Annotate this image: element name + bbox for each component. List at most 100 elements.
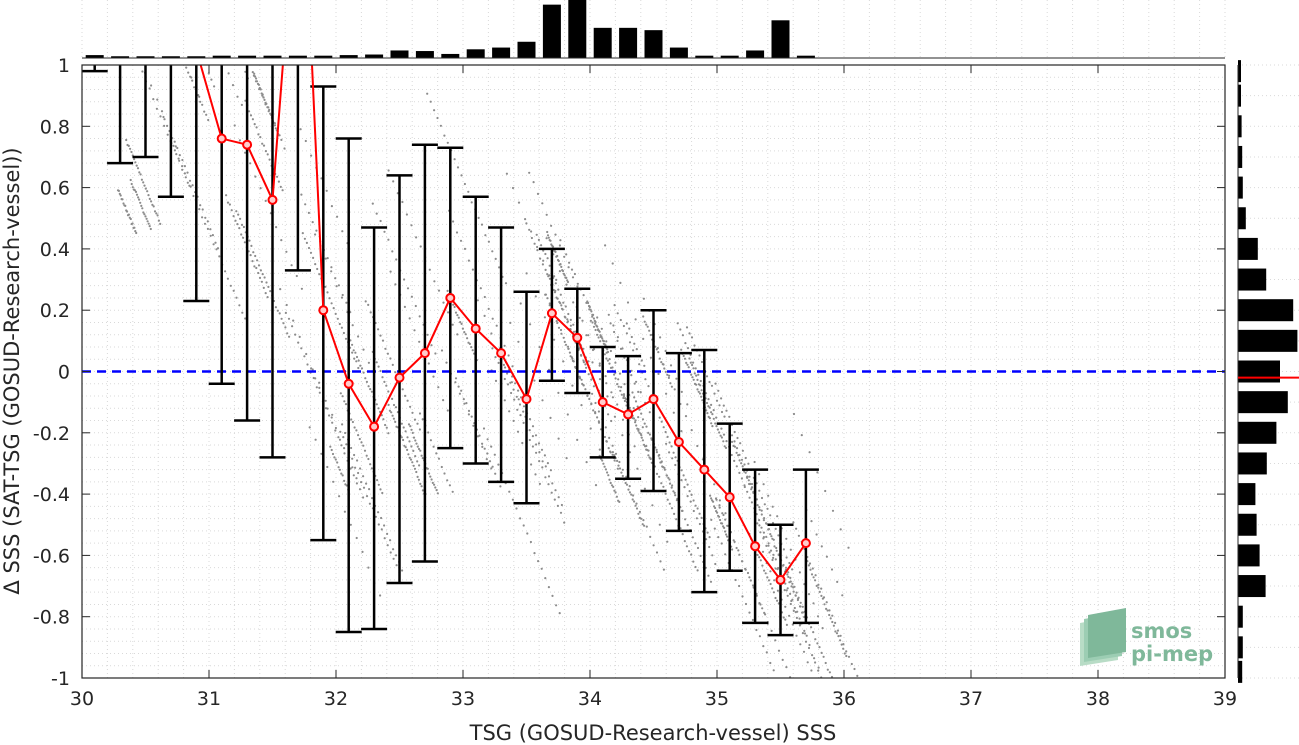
scatter-point [630, 493, 633, 496]
scatter-point [460, 389, 463, 392]
scatter-point [537, 238, 541, 241]
scatter-point [363, 449, 367, 452]
scatter-point [336, 461, 339, 464]
scatter-point [767, 544, 770, 547]
scatter-point [377, 523, 380, 526]
scatter-point [413, 329, 416, 332]
scatter-point [338, 495, 341, 498]
scatter-point [774, 567, 777, 570]
scatter-point [470, 415, 473, 418]
scatter-point [135, 164, 138, 167]
scatter-point [516, 408, 519, 411]
scatter-point [355, 536, 358, 540]
scatter-point [262, 286, 265, 289]
binned-mean-marker [673, 436, 684, 447]
scatter-point [410, 428, 413, 431]
y-tick-label: -1 [51, 668, 70, 690]
scatter-point [359, 467, 362, 470]
scatter-point [597, 336, 600, 339]
scatter-point [625, 332, 629, 335]
scatter-point [528, 438, 531, 442]
scatter-point [561, 269, 565, 273]
scatter-point [149, 227, 152, 231]
scatter-point [606, 471, 609, 474]
right-histogram-bar [1238, 329, 1298, 352]
scatter-point [119, 194, 122, 197]
scatter-point [696, 569, 699, 572]
scatter-point [143, 213, 146, 216]
scatter-point [329, 445, 332, 448]
scatter-point [141, 207, 144, 210]
scatter-point [144, 187, 147, 190]
scatter-point [640, 436, 643, 439]
scatter-point [816, 642, 819, 645]
scatter-point [756, 553, 759, 557]
scatter-point [601, 459, 604, 462]
scatter-point [226, 277, 229, 280]
scatter-point [153, 210, 157, 213]
scatter-point [205, 113, 208, 116]
scatter-point [698, 522, 702, 526]
scatter-point [529, 323, 532, 326]
scatter-point [430, 344, 433, 347]
right-histogram-bar [1238, 636, 1243, 659]
scatter-point [419, 482, 422, 485]
scatter-point [683, 486, 686, 489]
right-histogram-bar [1238, 115, 1242, 138]
binned-mean-marker [445, 292, 456, 303]
scatter-point [515, 507, 518, 510]
scatter-point [776, 568, 779, 571]
scatter-point [592, 313, 595, 316]
scatter-point [556, 504, 560, 507]
scatter-point [555, 278, 558, 281]
scatter-point [792, 590, 795, 593]
scatter-point [232, 289, 235, 292]
scatter-point [405, 213, 408, 216]
scatter-point [387, 169, 390, 172]
scatter-point [567, 266, 570, 269]
scatter-point [753, 460, 756, 464]
scatter-point [611, 444, 614, 447]
scatter-point [690, 429, 693, 432]
scatter-point [570, 268, 574, 271]
scatter-point [358, 437, 361, 441]
scatter-point [234, 219, 237, 222]
scatter-point [276, 175, 279, 178]
scatter-point [824, 489, 827, 493]
scatter-point [566, 345, 570, 348]
binned-mean-marker [597, 397, 608, 408]
scatter-point [269, 290, 272, 293]
top-histogram-bar [288, 55, 307, 58]
scatter-point [743, 484, 746, 487]
scatter-point [735, 447, 739, 450]
scatter-point [622, 393, 626, 396]
scatter-point [774, 639, 777, 642]
scatter-point [715, 425, 718, 428]
scatter-point [548, 304, 551, 307]
scatter-point [721, 512, 724, 515]
scatter-point [801, 605, 804, 608]
scatter-point [571, 357, 574, 360]
scatter-point [581, 319, 584, 322]
scatter-point [177, 157, 180, 160]
top-histogram-bar [187, 56, 206, 58]
scatter-point [631, 498, 634, 501]
error-bar [234, 65, 261, 422]
scatter-point [832, 624, 836, 627]
scatter-point [718, 431, 721, 434]
scatter-point [715, 416, 718, 419]
scatter-point [421, 457, 424, 460]
scatter-point [367, 457, 370, 461]
scatter-point [134, 230, 137, 233]
scatter-point [160, 110, 164, 113]
scatter-point [766, 576, 769, 579]
scatter-point [786, 587, 789, 590]
binned-mean-marker [800, 538, 811, 549]
scatter-point [758, 489, 761, 492]
scatter-point [178, 159, 181, 162]
scatter-point [812, 576, 815, 579]
scatter-point [340, 444, 343, 447]
scatter-point [607, 474, 610, 477]
scatter-point [686, 495, 689, 498]
scatter-point [666, 540, 669, 543]
